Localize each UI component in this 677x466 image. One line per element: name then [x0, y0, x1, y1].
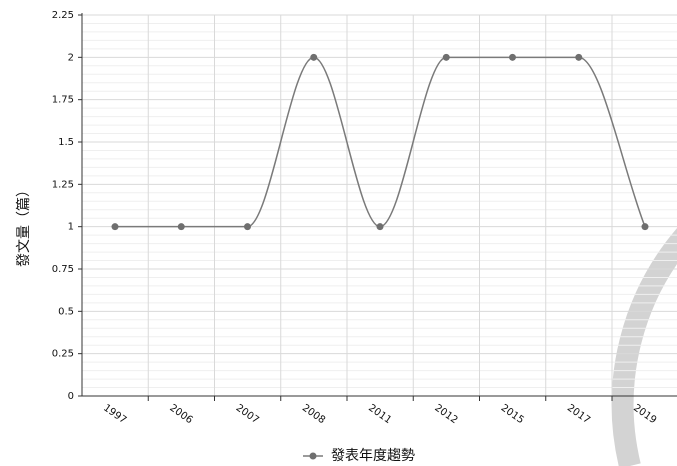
y-tick-label: 0.75: [52, 264, 74, 275]
data-point-2006[interactable]: [177, 223, 185, 231]
data-point-2007[interactable]: [244, 223, 251, 231]
data-point-1997[interactable]: [111, 223, 119, 231]
x-tick-label: 2006: [167, 403, 194, 427]
legend: 發表年度趨勢: [303, 448, 415, 464]
legend-item-label: 發表年度趨勢: [331, 448, 415, 464]
x-tick-label: 2017: [565, 403, 592, 427]
y-tick-label: 1.25: [52, 179, 74, 190]
y-tick-label: 0.5: [58, 306, 74, 317]
legend-marker-swatch: [309, 452, 317, 460]
axis-layer: [78, 13, 677, 401]
x-tick-label: 2007: [234, 403, 261, 427]
data-point-2011[interactable]: [376, 223, 384, 231]
data-point-2015[interactable]: [509, 53, 516, 61]
y-tick-label: 2: [68, 52, 74, 63]
y-tick-label: 1.5: [58, 137, 74, 148]
grid-layer: [82, 14, 677, 396]
x-tick-label: 2011: [366, 403, 393, 427]
series-layer: [111, 53, 649, 231]
x-tick-label: 2012: [432, 403, 459, 427]
y-tick-label: 1.75: [52, 95, 74, 106]
x-tick-label: 1997: [101, 403, 128, 427]
data-point-2008[interactable]: [310, 53, 318, 61]
y-tick-label: 2.25: [52, 10, 74, 21]
y-axis-title: 發文量（篇）: [16, 183, 32, 267]
data-point-2012[interactable]: [442, 53, 450, 61]
y-tick-label: 1: [68, 222, 74, 233]
y-tick-label: 0: [68, 391, 74, 402]
x-tick-label: 2008: [300, 403, 327, 427]
x-tick-label: 2019: [631, 403, 658, 427]
data-point-2017[interactable]: [575, 53, 583, 61]
data-point-2019[interactable]: [641, 223, 649, 231]
y-tick-label: 0.25: [52, 349, 74, 360]
watermark-arc: [611, 228, 677, 466]
x-tick-label: 2015: [499, 403, 526, 427]
